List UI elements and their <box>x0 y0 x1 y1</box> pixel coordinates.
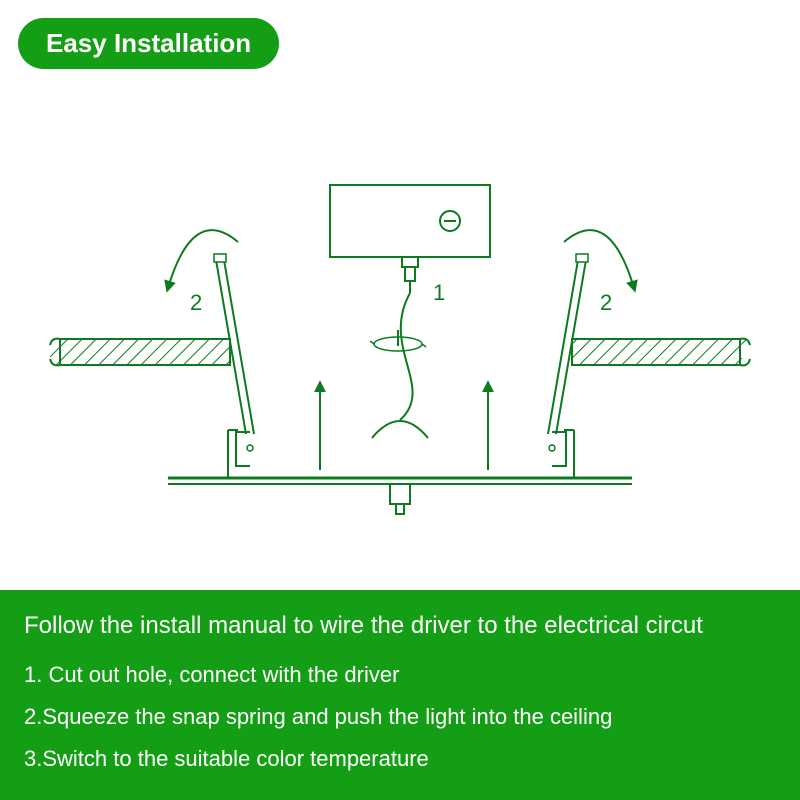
instruction-step: 3.Switch to the suitable color temperatu… <box>24 738 776 780</box>
svg-text:1: 1 <box>433 280 445 305</box>
instructions-heading: Follow the install manual to wire the dr… <box>24 612 776 640</box>
instruction-step: 1. Cut out hole, connect with the driver <box>24 654 776 696</box>
svg-text:2: 2 <box>600 290 612 315</box>
title-badge: Easy Installation <box>18 18 279 69</box>
title-badge-label: Easy Installation <box>46 28 251 58</box>
instructions-panel: Follow the install manual to wire the dr… <box>0 590 800 800</box>
instruction-step: 2.Squeeze the snap spring and push the l… <box>24 696 776 738</box>
svg-text:2: 2 <box>190 290 202 315</box>
installation-diagram: 2 1 2 <box>40 140 760 560</box>
